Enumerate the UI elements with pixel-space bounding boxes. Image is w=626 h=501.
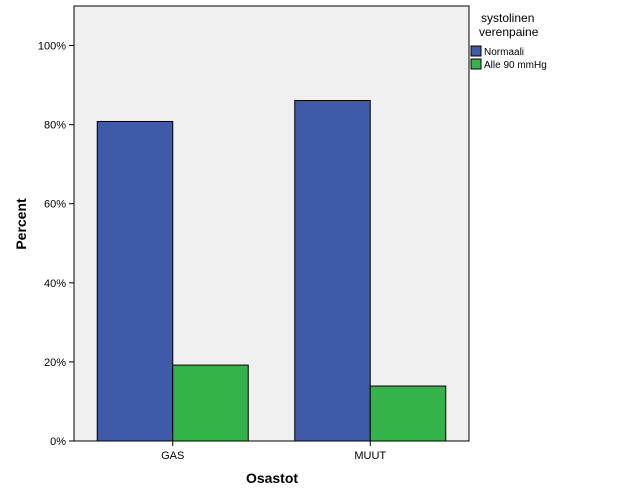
bars-group [96,100,447,442]
bar-alle-90-mmhg-muut [369,385,447,442]
bar-alle-90-mmhg-gas [172,364,249,442]
y-tick-label: 40% [44,278,66,290]
y-axis: 0% 20% 40% 60% 80% 100% [38,41,74,448]
legend-label: Normaali [484,47,524,58]
legend: systolinen verenpaine Normaali Alle 90 mm… [470,11,547,71]
x-tick-label: GAS [161,450,184,462]
y-tick-label: 60% [44,199,66,211]
legend-swatch [470,58,482,70]
bar-normaali-gas [96,120,174,442]
y-axis-title: Percent [13,198,29,250]
x-tick-label: MUUT [354,450,386,462]
bar-normaali-muut [294,100,371,442]
y-tick-label: 80% [44,120,66,132]
y-tick-label: 20% [44,357,66,369]
x-axis: GAS MUUT [161,441,386,462]
x-axis-title: Osastot [246,470,298,486]
y-tick-label: 100% [38,41,66,53]
y-tick-label: 0% [50,436,66,448]
legend-title-line-2: verenpaine [479,25,539,39]
legend-swatch [470,45,482,57]
legend-label: Alle 90 mmHg [484,60,547,71]
legend-title-line-1: systolinen [481,11,534,25]
